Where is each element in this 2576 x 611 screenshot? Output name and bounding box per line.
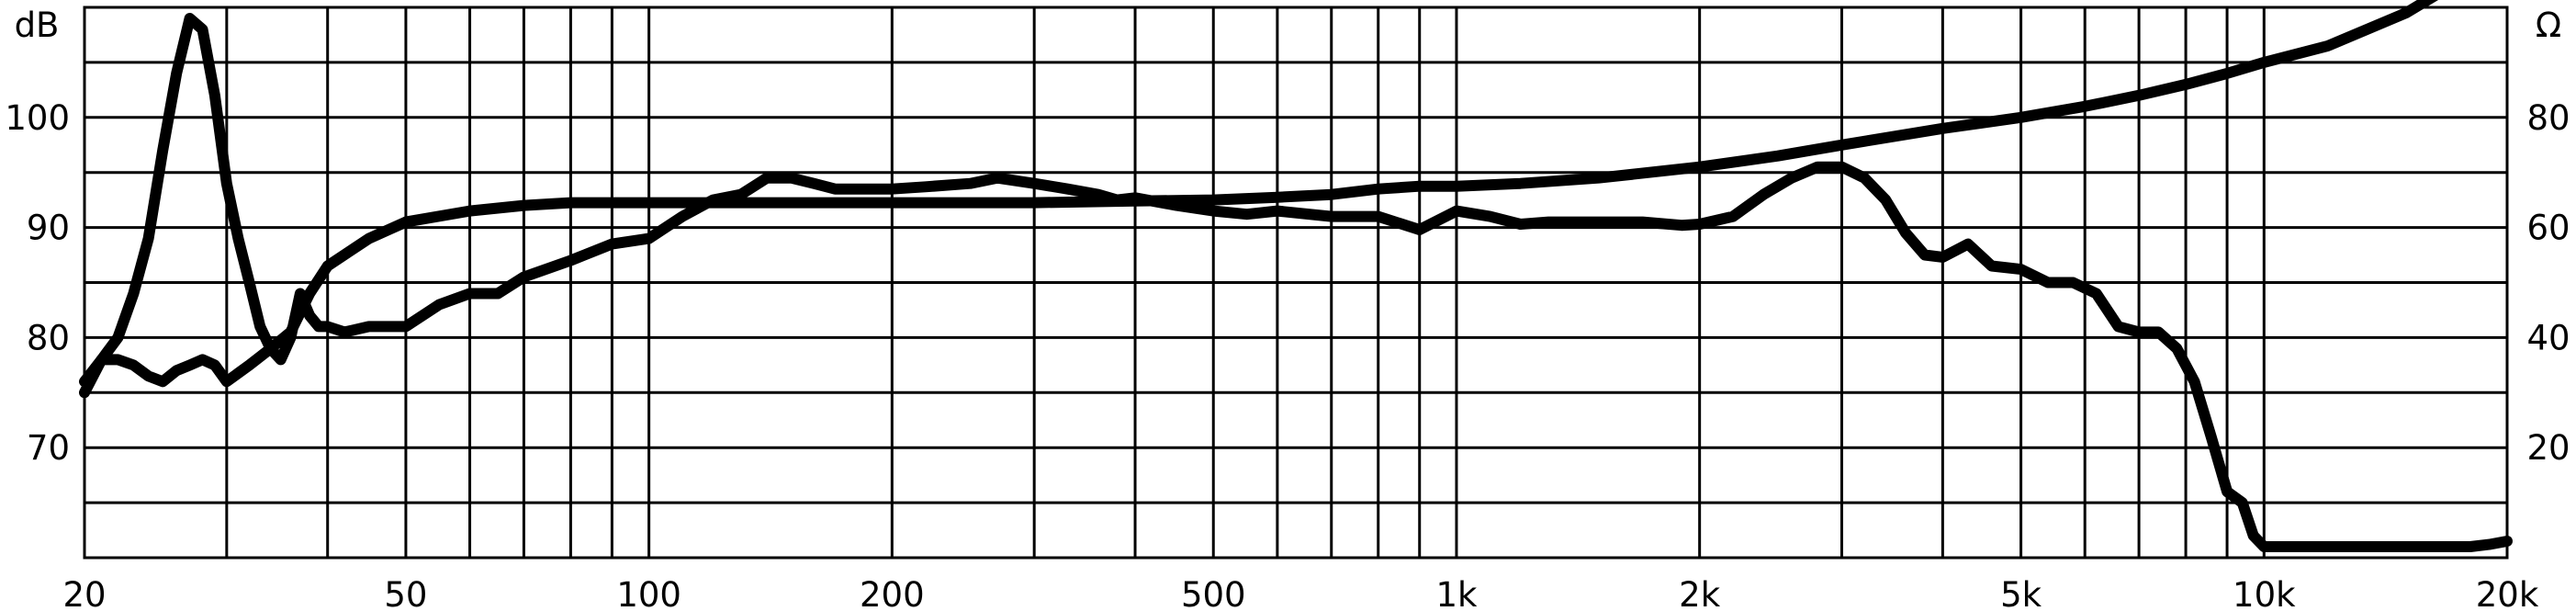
x-tick-label: 500 [1181,575,1246,611]
left-tick-label: 100 [5,98,70,138]
impedance-curve [79,0,2439,388]
x-tick-label: 20 [62,575,106,611]
x-tick-label: 100 [616,575,681,611]
right-tick-label: 80 [2526,98,2570,138]
x-tick-label: 5k [2000,575,2042,611]
x-tick-label: 50 [384,575,427,611]
x-tick-label: 1k [1435,575,1478,611]
curves [79,0,2513,552]
right-tick-label: 20 [2526,428,2570,468]
grid [84,7,2507,558]
left-tick-label: 90 [27,209,70,248]
plot-frame [83,6,2509,560]
x-tick-label: 20k [2476,575,2539,611]
x-tick-label: 200 [860,575,925,611]
right-axis-unit: Ω [2536,6,2561,45]
left-tick-label: 80 [27,318,70,357]
right-tick-label: 60 [2526,209,2570,248]
right-tick-label: 40 [2526,318,2570,357]
x-tick-label: 2k [1679,575,1721,611]
axis-labels: 20 50 100 200 500 1k 2k 5k 10k 20k 100 90 80 70 80 60 40… [5,6,2570,611]
left-tick-label: 70 [27,428,70,468]
left-axis-unit: dB [15,6,60,45]
x-tick-label: 10k [2233,575,2296,611]
